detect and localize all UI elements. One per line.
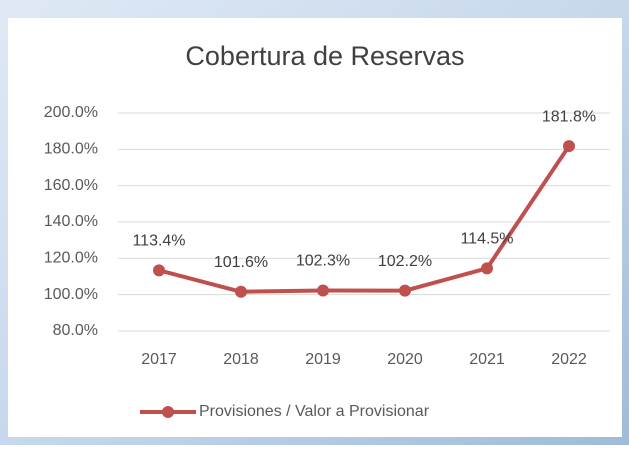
data-point	[399, 284, 411, 297]
legend-marker	[162, 406, 174, 418]
data-point	[563, 140, 575, 153]
y-tick-label: 100.0%	[44, 286, 98, 303]
chart-area	[8, 18, 622, 437]
chart-title: Cobertura de Reservas	[185, 41, 464, 71]
y-tick-label: 140.0%	[44, 213, 98, 230]
x-tick-label: 2021	[469, 351, 505, 368]
y-tick-label: 160.0%	[44, 177, 98, 194]
data-label: 181.8%	[542, 108, 596, 125]
data-point	[235, 285, 247, 298]
x-tick-label: 2019	[305, 351, 341, 368]
x-tick-label: 2020	[387, 351, 423, 368]
data-point	[481, 262, 493, 275]
legend-label: Provisiones / Valor a Provisionar	[199, 403, 430, 420]
y-tick-label: 200.0%	[44, 104, 98, 121]
y-tick-label: 120.0%	[44, 250, 98, 267]
data-label: 102.2%	[378, 253, 432, 270]
y-tick-label: 180.0%	[44, 141, 98, 158]
data-point	[317, 284, 329, 297]
data-label: 102.3%	[296, 253, 350, 270]
x-tick-label: 2018	[223, 351, 259, 368]
data-line	[158, 144, 571, 294]
x-tick-label: 2022	[551, 351, 587, 368]
data-label: 113.4%	[132, 233, 185, 250]
data-point	[153, 264, 165, 277]
x-tick-label: 2017	[141, 351, 177, 368]
y-tick-label: 80.0%	[53, 322, 98, 339]
data-label: 101.6%	[214, 254, 268, 271]
data-label: 114.5%	[460, 231, 513, 248]
